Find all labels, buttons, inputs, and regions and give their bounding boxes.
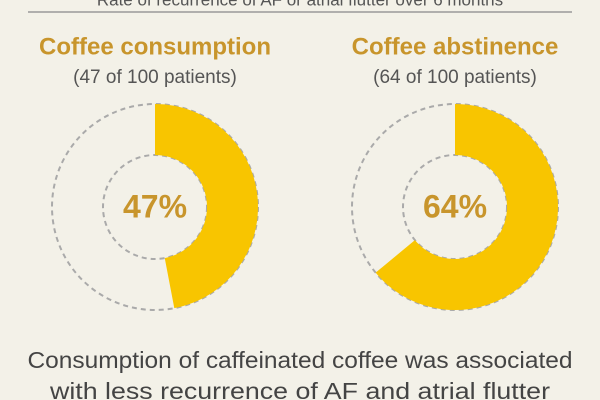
caption-line: with less recurrence of AF and atrial fl… <box>49 378 551 400</box>
center-label: 64% <box>423 188 487 224</box>
chart-subtitle: (64 of 100 patients) <box>373 67 537 88</box>
donut-segment <box>155 104 259 309</box>
header: Rate of recurrence of AF or atrial flutt… <box>97 0 503 9</box>
chart-title: Coffee abstinence <box>352 33 559 60</box>
donut-segment <box>375 104 558 310</box>
chart-subtitle: (47 of 100 patients) <box>73 67 237 88</box>
center-label: 47% <box>123 188 187 224</box>
chart-title: Coffee consumption <box>39 33 271 60</box>
caption-line: Consumption of caffeinated coffee was as… <box>28 347 573 373</box>
